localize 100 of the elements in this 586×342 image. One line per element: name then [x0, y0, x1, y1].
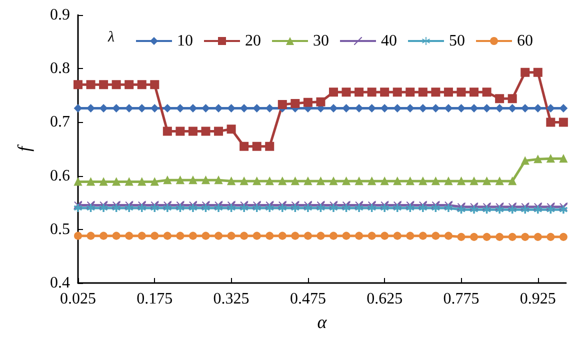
point	[342, 204, 350, 212]
point	[124, 80, 134, 90]
point	[176, 126, 185, 136]
point	[162, 126, 172, 136]
point	[406, 232, 414, 240]
legend-label: 10	[177, 32, 193, 50]
x-tick-label: 0.625	[366, 290, 403, 308]
point	[291, 232, 300, 240]
point	[227, 177, 236, 186]
point	[559, 206, 568, 214]
point	[367, 88, 376, 97]
point	[150, 204, 159, 212]
point	[392, 88, 402, 97]
point	[188, 204, 197, 212]
point	[329, 204, 338, 212]
point	[444, 204, 452, 212]
point	[482, 88, 492, 97]
point	[470, 177, 478, 186]
point	[432, 232, 440, 240]
point	[368, 177, 376, 186]
point	[520, 68, 530, 77]
point	[240, 232, 248, 240]
point	[508, 206, 516, 214]
legend-label: 60	[517, 32, 533, 50]
point	[163, 176, 172, 184]
point	[457, 177, 466, 186]
point	[240, 204, 248, 212]
point	[418, 232, 427, 240]
point	[227, 232, 236, 240]
point	[252, 232, 261, 240]
point	[329, 177, 338, 186]
point	[214, 126, 224, 136]
point	[112, 178, 120, 186]
point	[227, 204, 236, 212]
point	[202, 104, 210, 112]
point	[342, 104, 350, 112]
point	[214, 176, 223, 184]
point	[150, 80, 160, 90]
point	[496, 177, 504, 186]
point	[393, 204, 402, 212]
point	[112, 80, 121, 90]
y-tick-label: 0.7	[50, 114, 70, 131]
point	[380, 232, 389, 240]
point	[304, 177, 312, 186]
point	[418, 88, 428, 97]
point	[418, 177, 427, 186]
point	[508, 94, 517, 104]
point	[278, 232, 286, 240]
y-axis-title: f	[14, 144, 34, 152]
point	[86, 80, 96, 90]
point	[534, 206, 542, 214]
point	[432, 104, 440, 112]
point	[355, 204, 364, 212]
point	[202, 176, 210, 184]
point	[406, 177, 414, 186]
point	[214, 232, 223, 240]
point	[176, 204, 184, 212]
point	[521, 156, 530, 165]
point	[546, 118, 556, 127]
point	[534, 232, 542, 241]
point	[74, 80, 82, 90]
legend-label: 30	[313, 32, 329, 50]
point	[100, 178, 108, 186]
point	[482, 232, 491, 241]
point	[266, 204, 274, 212]
point	[380, 204, 389, 212]
point	[508, 232, 516, 241]
point	[188, 126, 198, 136]
point	[521, 206, 530, 214]
x-tick-label: 0.925	[520, 290, 556, 308]
point	[558, 118, 568, 127]
point	[138, 232, 146, 240]
point	[188, 232, 197, 240]
point	[266, 177, 274, 186]
point	[418, 204, 427, 212]
point	[559, 232, 568, 241]
point	[86, 204, 95, 212]
point	[74, 178, 82, 186]
point	[278, 204, 286, 212]
point	[125, 178, 134, 186]
point	[138, 204, 146, 212]
point	[214, 204, 223, 212]
y-tick-label: 0.6	[50, 167, 70, 184]
point	[380, 177, 389, 186]
point	[112, 232, 120, 240]
point	[316, 97, 326, 106]
y-tick-label: 0.8	[50, 60, 70, 78]
x-tick-label: 0.175	[136, 290, 173, 308]
point	[355, 232, 364, 240]
point	[406, 204, 414, 212]
point	[316, 177, 325, 186]
point	[368, 204, 376, 212]
x-axis-title: α	[317, 312, 328, 332]
point	[266, 232, 274, 240]
point	[252, 142, 262, 151]
point	[86, 178, 95, 186]
point	[470, 88, 479, 97]
point	[176, 176, 184, 184]
point	[74, 104, 82, 112]
point	[202, 232, 210, 240]
